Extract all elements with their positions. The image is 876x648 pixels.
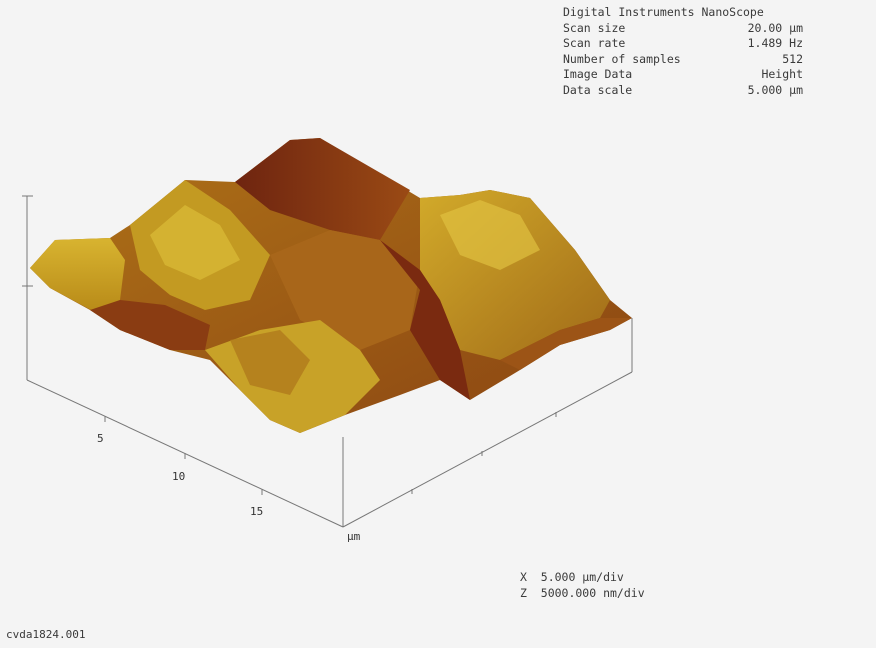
z-scale: Z 5000.000 nm/div — [520, 585, 645, 600]
instrument-title: Digital Instruments NanoScope — [563, 5, 764, 19]
x-tick-label: 5 — [97, 432, 104, 445]
surface-front-shadow — [90, 300, 210, 350]
info-label: Image Data — [563, 67, 633, 81]
info-label: Scan size — [563, 20, 626, 35]
surface-center-block — [270, 230, 420, 350]
info-label: Number of samples — [563, 51, 681, 66]
surface — [30, 138, 632, 433]
info-label: Data scale — [563, 82, 633, 97]
info-value: 1.489 Hz — [747, 36, 803, 50]
surface-valley — [380, 240, 470, 400]
info-row-samples: Number of samples 512 — [563, 52, 803, 68]
info-row-image-data: Image Data Height — [563, 67, 803, 83]
x-tick-label: 15 — [250, 505, 263, 518]
plot-axes — [22, 195, 633, 528]
surface-center-ridge — [235, 138, 410, 240]
surface-left-peak — [30, 238, 125, 312]
unit-label: µm — [347, 530, 361, 543]
x-scale: X 5.000 µm/div — [520, 570, 624, 584]
x-tick-label: 10 — [172, 470, 185, 483]
surface-highlight — [440, 200, 540, 270]
y-axis — [342, 371, 633, 528]
surface-right-slope — [500, 318, 632, 370]
info-value: 5.000 µm — [747, 82, 803, 97]
surface-terrace — [230, 330, 310, 395]
info-row-scan-size: Scan size 20.00 µm — [563, 21, 803, 37]
info-row-data-scale: Data scale 5.000 µm — [563, 83, 803, 99]
scale-info: X 5.000 µm/div Z 5000.000 nm/div — [520, 570, 645, 601]
info-row-scan-rate: Scan rate 1.489 Hz — [563, 36, 803, 52]
info-panel: Digital Instruments NanoScope Scan size … — [563, 5, 803, 98]
info-value: 512 — [782, 51, 803, 66]
info-value: Height — [761, 67, 803, 81]
file-name: cvda1824.001 — [6, 628, 86, 641]
info-value: 20.00 µm — [747, 20, 803, 35]
surface-highlight — [150, 205, 240, 280]
info-label: Scan rate — [563, 36, 626, 50]
